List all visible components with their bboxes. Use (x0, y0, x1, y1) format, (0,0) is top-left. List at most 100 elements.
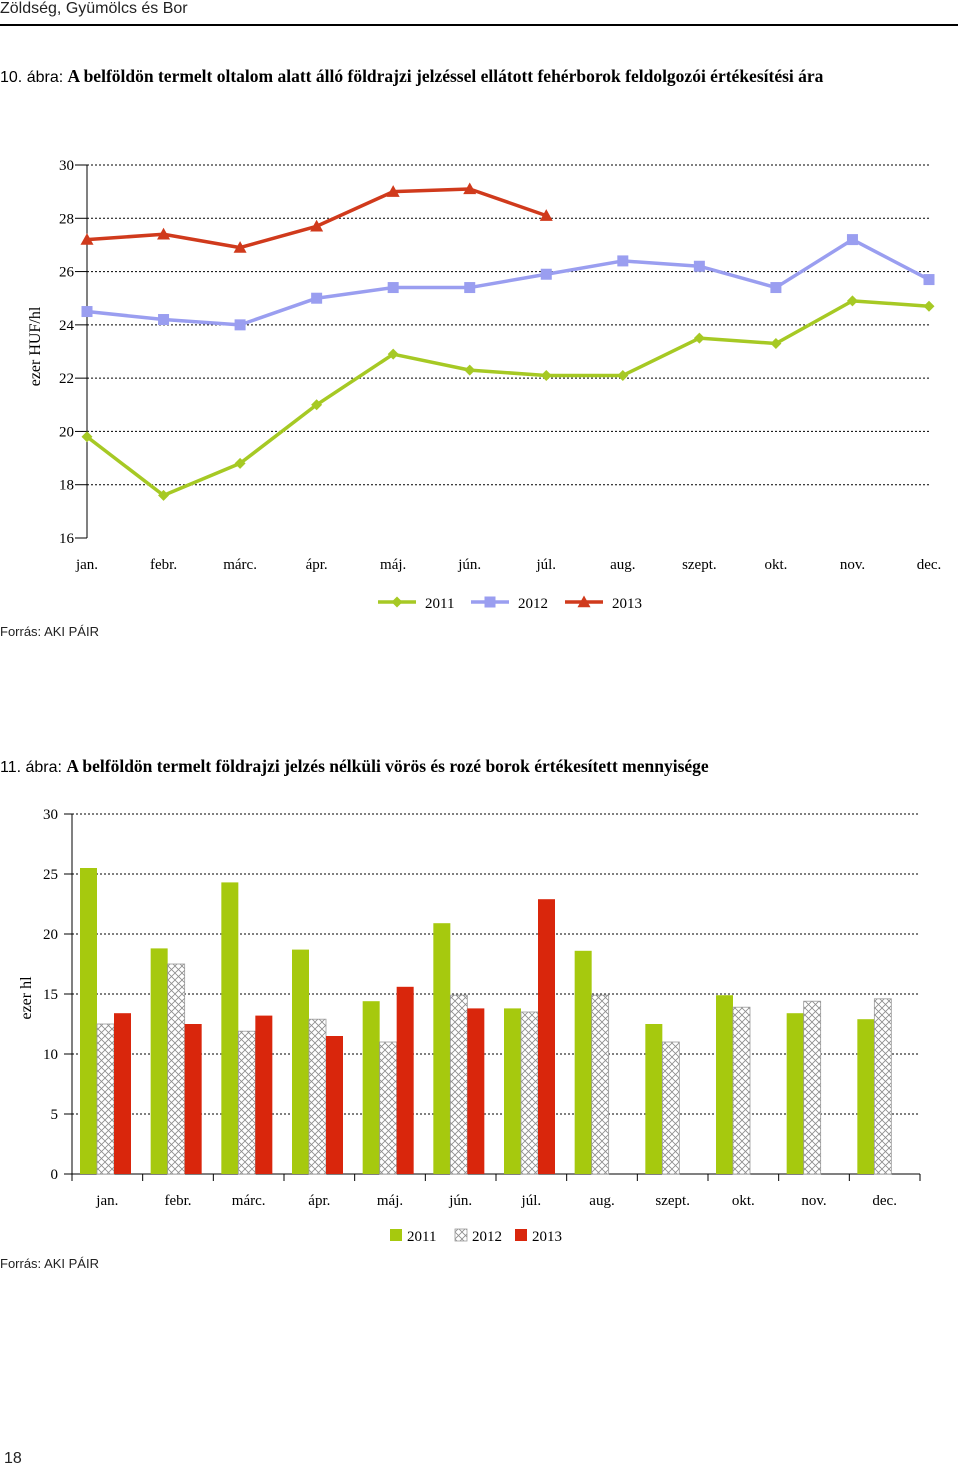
y-tick-label: 5 (51, 1107, 59, 1123)
y-tick-label: 20 (59, 424, 74, 440)
data-point (770, 338, 782, 350)
legend-label: 2011 (425, 596, 454, 612)
x-tick-label: ápr. (306, 557, 328, 573)
bar (538, 899, 555, 1174)
bar (467, 1008, 485, 1174)
bar (237, 1030, 256, 1175)
chart1-legend: 2011 2012 2013 (378, 595, 642, 612)
x-tick-label: febr. (164, 1193, 191, 1209)
figure2-caption: 11. ábra: A belföldön termelt földrajzi … (0, 754, 945, 780)
bar (732, 1006, 751, 1175)
figure1-source: Forrás: AKI PÁIR (0, 624, 99, 639)
y-tick-label: 22 (59, 371, 74, 387)
data-point (158, 314, 170, 326)
figure1-caption: 10. ábra: A belföldön termelt oltalom al… (0, 64, 945, 90)
data-point (387, 282, 399, 294)
section-header: Zöldség, Gyümölcs és Bor (0, 0, 188, 17)
y-axis-label: ezer hl (18, 976, 35, 1020)
x-tick-label: szept. (655, 1193, 690, 1209)
data-point (233, 241, 247, 253)
series-line-2012 (86, 237, 930, 327)
data-point (540, 268, 552, 280)
y-tick-label: 16 (59, 531, 75, 547)
data-point (80, 233, 94, 245)
x-tick-label: júl. (535, 557, 556, 573)
bar (396, 986, 414, 1174)
data-point (464, 364, 476, 376)
y-tick-label: 10 (43, 1047, 58, 1063)
bar (362, 1001, 380, 1174)
figure2-label: 11. ábra: (0, 759, 62, 776)
legend-swatch (515, 1229, 527, 1241)
x-tick-label: jan. (95, 1193, 118, 1209)
bar (167, 963, 186, 1175)
x-tick-label: nov. (840, 557, 865, 573)
data-point (157, 227, 171, 240)
bar (873, 998, 892, 1175)
y-tick-label: 26 (59, 265, 75, 281)
data-point (484, 596, 496, 608)
data-point (693, 332, 705, 344)
legend-label: 2011 (407, 1229, 436, 1245)
data-point (311, 399, 323, 411)
bar (591, 994, 610, 1175)
x-tick-label: ápr. (308, 1193, 330, 1209)
data-point (81, 306, 93, 318)
y-tick-label: 18 (59, 478, 74, 494)
bar (803, 1000, 822, 1175)
x-tick-label: jún. (448, 1193, 472, 1209)
data-point (923, 300, 935, 312)
legend-label: 2012 (472, 1229, 502, 1245)
bar (449, 994, 468, 1175)
legend-label: 2013 (612, 596, 642, 612)
y-tick-label: 30 (59, 158, 74, 174)
data-point (386, 185, 400, 197)
data-point (539, 209, 553, 221)
bar (574, 950, 592, 1174)
x-tick-label: márc. (232, 1193, 266, 1209)
series-2013 (114, 899, 555, 1174)
bar (379, 1041, 398, 1175)
data-point (158, 489, 170, 501)
x-tick-label: márc. (223, 557, 257, 573)
legend-label: 2012 (518, 596, 548, 612)
data-point (310, 219, 324, 232)
data-point (577, 595, 591, 608)
data-point (693, 260, 705, 272)
data-point (617, 255, 629, 267)
figure2-title: A belföldön termelt földrajzi jelzés nél… (66, 756, 709, 776)
y-tick-label: 25 (43, 867, 58, 883)
data-point (846, 295, 858, 307)
bar (433, 923, 451, 1174)
bar (857, 1019, 875, 1174)
data-point (923, 274, 935, 286)
x-tick-label: szept. (682, 557, 717, 573)
data-point (311, 292, 323, 304)
series-2012 (81, 234, 935, 331)
bar (80, 868, 97, 1174)
y-tick-label: 28 (59, 211, 74, 227)
data-point (391, 596, 403, 608)
data-point (234, 457, 246, 469)
bar (504, 1008, 521, 1174)
series-2013 (80, 182, 553, 253)
data-point (770, 282, 782, 294)
header-rule (0, 24, 958, 26)
bar (221, 882, 239, 1174)
legend-label: 2013 (532, 1229, 562, 1245)
x-tick-label: máj. (380, 557, 406, 573)
series-2012 (96, 963, 892, 1175)
figure2-source: Forrás: AKI PÁIR (0, 1256, 99, 1271)
x-tick-label: aug. (589, 1193, 614, 1209)
y-tick-label: 20 (43, 927, 58, 943)
series-line-2011 (85, 299, 930, 498)
bar (786, 1013, 804, 1174)
x-tick-label: aug. (610, 557, 635, 573)
data-point (540, 369, 552, 381)
y-tick-label: 0 (51, 1167, 59, 1183)
bar (520, 1011, 539, 1175)
y-tick-label: 15 (43, 987, 58, 1003)
bar (661, 1041, 680, 1175)
x-tick-label: febr. (150, 557, 177, 573)
legend-swatch (454, 1228, 468, 1242)
